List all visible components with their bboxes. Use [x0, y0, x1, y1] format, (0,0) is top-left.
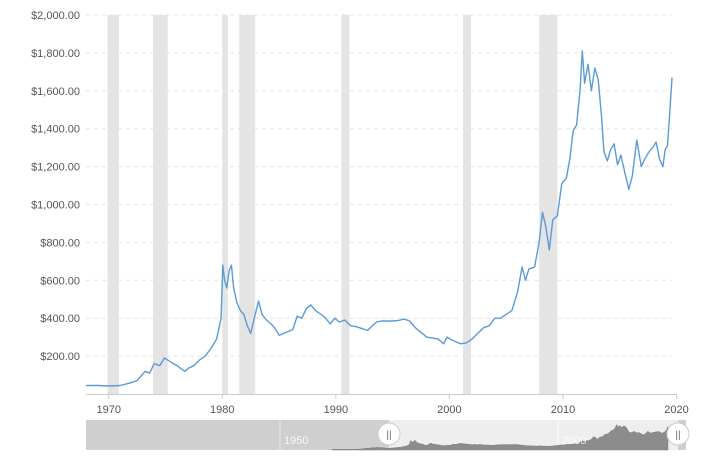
- y-tick-label: $1,000.00: [31, 200, 80, 212]
- y-axis: $200.00 $400.00 $600.00 $800.00 $1,000.00 $1,…: [31, 10, 80, 363]
- price-series-line: [86, 50, 673, 387]
- navigator-right-handle[interactable]: ||: [666, 422, 690, 446]
- x-axis: 1970 1980 1990 2000 2010 2020: [96, 394, 689, 416]
- x-tick-label: 2020: [664, 404, 688, 416]
- y-tick-label: $1,800.00: [31, 48, 80, 60]
- handle-grip-icon: ||: [386, 430, 391, 441]
- y-tick-label: $1,400.00: [31, 124, 80, 136]
- navigator-left-handle[interactable]: ||: [377, 422, 401, 446]
- y-tick-label: $800.00: [40, 237, 80, 249]
- navigator-label: 1950: [284, 435, 308, 447]
- x-tick-label: 1980: [210, 404, 234, 416]
- handle-grip-icon: ||: [675, 430, 680, 441]
- x-tick-label: 1970: [96, 404, 120, 416]
- x-tick-label: 1990: [324, 404, 348, 416]
- navigator-label: 2000: [562, 435, 586, 447]
- y-tick-label: $400.00: [40, 313, 80, 325]
- range-navigator[interactable]: 1950 2000 || ||: [86, 420, 690, 451]
- grid-lines: [86, 14, 672, 357]
- y-tick-label: $200.00: [40, 351, 80, 363]
- y-tick-label: $1,600.00: [31, 86, 80, 98]
- x-tick-label: 2000: [437, 404, 461, 416]
- y-tick-label: $1,200.00: [31, 162, 80, 174]
- navigator-series-area: [331, 424, 669, 451]
- x-tick-label: 2010: [551, 404, 575, 416]
- recession-band: [539, 15, 558, 394]
- y-tick-label: $2,000.00: [31, 10, 80, 22]
- y-tick-label: $600.00: [40, 275, 80, 287]
- recession-band: [463, 15, 471, 394]
